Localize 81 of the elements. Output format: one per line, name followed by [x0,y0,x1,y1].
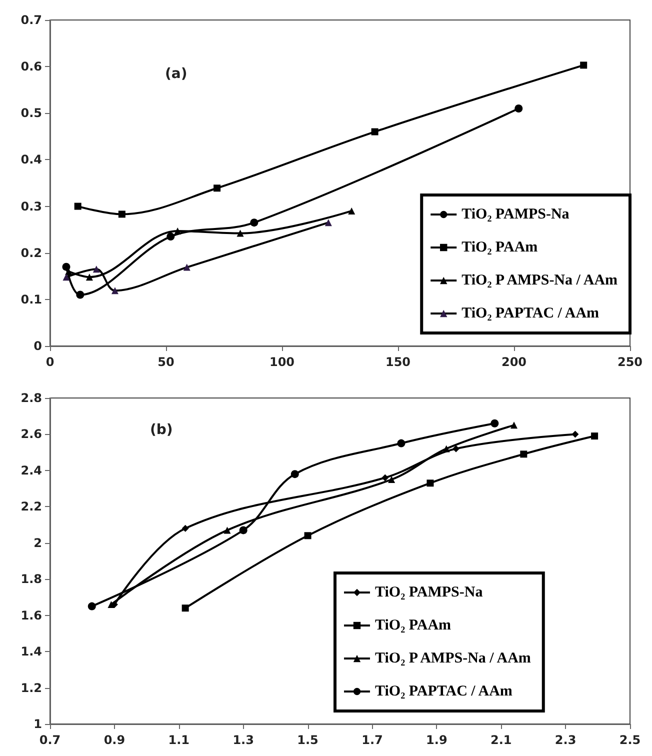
point [382,474,389,482]
x-tick-label: 2.1 [490,733,512,747]
point [182,524,189,532]
point [426,480,434,487]
point [224,526,231,534]
point [182,604,189,612]
x-tick-label: 0 [46,355,54,369]
x-tick-label: 250 [617,355,643,369]
legend-label: TiO₂ PAPTAC / AAm [375,684,513,700]
y-tick-label: 1.8 [20,572,42,586]
y-tick-label: 0.3 [20,199,42,214]
text: (a) [165,66,188,82]
x-tick-label: 0.9 [104,733,126,747]
y-tick-label: 0.4 [20,152,42,167]
point [111,287,118,294]
point [388,476,396,483]
point [118,210,126,218]
y-tick-label: 1 [34,717,42,731]
x-tick-label: 2.3 [554,733,576,747]
legend-label: TiO₂ PAAm [375,618,452,634]
y-tick-label: 1.2 [20,680,42,695]
x-tick-label: 50 [158,355,174,369]
point [62,262,70,271]
y-tick-label: 2.8 [20,391,42,405]
point [239,526,248,534]
point [348,207,356,214]
point [324,219,332,226]
point [92,266,100,273]
legend-label: TiO₂ PAMPS-Na [462,206,570,222]
point [88,602,96,610]
y-tick-label: 0.6 [20,60,42,74]
point [510,422,518,429]
point [174,227,182,234]
point [442,445,450,452]
point [214,184,221,192]
point [572,430,579,438]
point [520,450,528,458]
y-tick-label: 0.2 [20,246,42,260]
point [74,202,82,210]
text: (b) [150,422,173,438]
point [397,439,406,448]
point [304,532,312,540]
legend-label: TiO₂ P AMPS-Na / AAm [462,272,618,288]
point [290,470,299,478]
x-tick-label: 100 [269,355,295,369]
legend-label: TiO₂ P AMPS-Na / AAm [375,650,532,666]
legend-label: TiO₂ PAMPS-Na [375,584,484,600]
point [183,264,190,271]
x-tick-label: 150 [385,355,411,369]
y-tick-label: 2.4 [20,463,42,478]
y-tick-label: 2.6 [20,427,42,442]
legend-label: TiO₂ PAPTAC / AAm [462,306,600,322]
y-tick-label: 0.1 [20,292,42,306]
point [514,104,523,112]
point [591,432,598,440]
x-tick-label: 2.5 [619,733,641,747]
y-tick-label: 2.2 [20,500,42,514]
x-tick-label: 1.5 [297,733,318,747]
point [452,445,460,452]
point [108,600,115,608]
y-tick-label: 0 [34,339,42,353]
point [76,290,84,299]
point [371,128,378,136]
point [86,274,93,281]
y-tick-label: 1.4 [20,644,42,659]
y-tick-label: 0.7 [20,13,42,27]
point [166,232,175,241]
point [62,274,70,281]
x-tick-label: 1.3 [232,733,254,747]
y-tick-label: 0.5 [20,106,42,120]
legend-label: TiO₂ PAAm [462,240,538,256]
x-tick-label: 200 [501,355,527,369]
point [250,218,258,227]
point [236,230,244,237]
y-tick-label: 1.6 [20,608,42,622]
point [490,419,499,428]
x-tick-label: 1.9 [426,733,448,747]
y-tick-label: 2 [34,536,42,550]
x-tick-label: 1.7 [362,733,383,747]
point [580,62,588,69]
x-tick-label: 1.1 [168,733,190,747]
